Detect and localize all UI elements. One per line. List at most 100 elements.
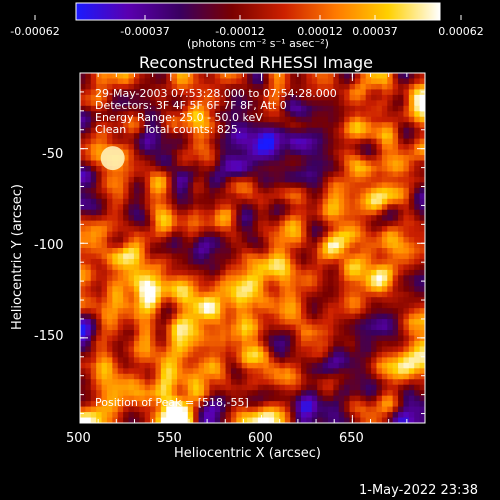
heatmap-cell <box>90 94 97 101</box>
heatmap-cell <box>322 308 329 315</box>
heatmap-cell <box>408 390 415 397</box>
heatmap-cell <box>354 94 361 101</box>
heatmap-cell <box>398 220 405 227</box>
heatmap-cell <box>344 395 351 402</box>
heatmap-cell <box>381 269 388 276</box>
heatmap-cell <box>301 248 308 255</box>
heatmap-cell <box>187 237 194 244</box>
heatmap-cell <box>403 187 410 194</box>
heatmap-cell <box>123 215 130 222</box>
heatmap-cell <box>171 116 178 123</box>
heatmap-cell <box>247 319 254 326</box>
heatmap-cell <box>225 253 232 260</box>
heatmap-cell <box>133 401 140 408</box>
heatmap-cell <box>236 406 243 413</box>
heatmap-cell <box>214 73 221 80</box>
heatmap-cell <box>252 280 259 287</box>
heatmap-cell <box>252 395 259 402</box>
heatmap-cell <box>365 346 372 353</box>
heatmap-cell <box>311 401 318 408</box>
heatmap-cell <box>333 155 340 162</box>
heatmap-cell <box>317 242 324 249</box>
heatmap-cell <box>408 330 415 337</box>
heatmap-cell <box>112 324 119 331</box>
heatmap-cell <box>182 73 189 80</box>
heatmap-cell <box>123 417 130 423</box>
heatmap-cell <box>376 127 383 134</box>
heatmap-cell <box>133 105 140 112</box>
heatmap-cell <box>263 269 270 276</box>
heatmap-cell <box>230 302 237 309</box>
heatmap-cell <box>381 138 388 145</box>
heatmap-cell <box>381 89 388 96</box>
heatmap-cell <box>387 275 394 282</box>
heatmap-cell <box>225 351 232 358</box>
heatmap-cell <box>193 395 200 402</box>
heatmap-cell <box>268 111 275 118</box>
heatmap-cell <box>392 127 399 134</box>
heatmap-cell <box>112 83 119 91</box>
heatmap-cell <box>387 280 394 287</box>
heatmap-cell <box>257 297 264 304</box>
heatmap-cell <box>198 171 205 178</box>
heatmap-cell <box>90 269 97 276</box>
heatmap-cell <box>322 302 329 309</box>
heatmap-cell <box>333 368 340 375</box>
heatmap-cell <box>338 308 345 315</box>
heatmap-cell <box>225 346 232 353</box>
heatmap-cell <box>322 127 329 134</box>
heatmap-cell <box>365 144 372 151</box>
heatmap-cell <box>160 324 167 331</box>
heatmap-cell <box>247 73 254 80</box>
heatmap-cell <box>284 182 291 189</box>
heatmap-cell <box>198 406 205 413</box>
heatmap-cell <box>209 406 216 413</box>
heatmap-cell <box>106 373 113 380</box>
heatmap-cell <box>80 100 86 107</box>
heatmap-cell <box>354 237 361 244</box>
heatmap-cell <box>327 291 334 298</box>
heatmap-cell <box>349 231 356 238</box>
heatmap-cell <box>171 357 178 364</box>
heatmap-cell <box>354 335 361 342</box>
heatmap-cell <box>257 346 264 353</box>
heatmap-cell <box>268 412 275 419</box>
heatmap-cell <box>327 373 334 380</box>
heatmap-cell <box>268 280 275 287</box>
heatmap-cell <box>85 373 92 380</box>
heatmap-cell <box>295 242 302 249</box>
heatmap-cell <box>381 368 388 375</box>
heatmap-cell <box>123 73 130 80</box>
heatmap-cell <box>306 280 313 287</box>
heatmap-cell <box>106 226 113 233</box>
heatmap-cell <box>177 324 184 331</box>
heatmap-cell <box>284 160 291 167</box>
heatmap-cell <box>387 116 394 123</box>
heatmap-cell <box>414 133 421 140</box>
heatmap-cell <box>419 346 425 353</box>
heatmap-cell <box>408 220 415 227</box>
heatmap-cell <box>182 133 189 140</box>
heatmap-cell <box>133 351 140 358</box>
heatmap-cell <box>338 187 345 194</box>
heatmap-cell <box>106 330 113 337</box>
heatmap-cell <box>301 297 308 304</box>
heatmap-cell <box>322 237 329 244</box>
heatmap-cell <box>381 83 388 91</box>
heatmap-cell <box>155 395 162 402</box>
heatmap-cell <box>360 346 367 353</box>
heatmap-cell <box>209 198 216 205</box>
heatmap-cell <box>279 83 286 91</box>
heatmap-cell <box>155 171 162 178</box>
heatmap-cell <box>220 302 227 309</box>
heatmap-cell <box>198 100 205 107</box>
heatmap-cell <box>274 330 281 337</box>
heatmap-cell <box>333 242 340 249</box>
heatmap-cell <box>177 105 184 112</box>
heatmap-cell <box>392 313 399 320</box>
heatmap-cell <box>177 209 184 216</box>
heatmap-cell <box>344 253 351 260</box>
heatmap-cell <box>171 269 178 276</box>
heatmap-cell <box>241 78 248 85</box>
heatmap-cell <box>101 171 108 178</box>
